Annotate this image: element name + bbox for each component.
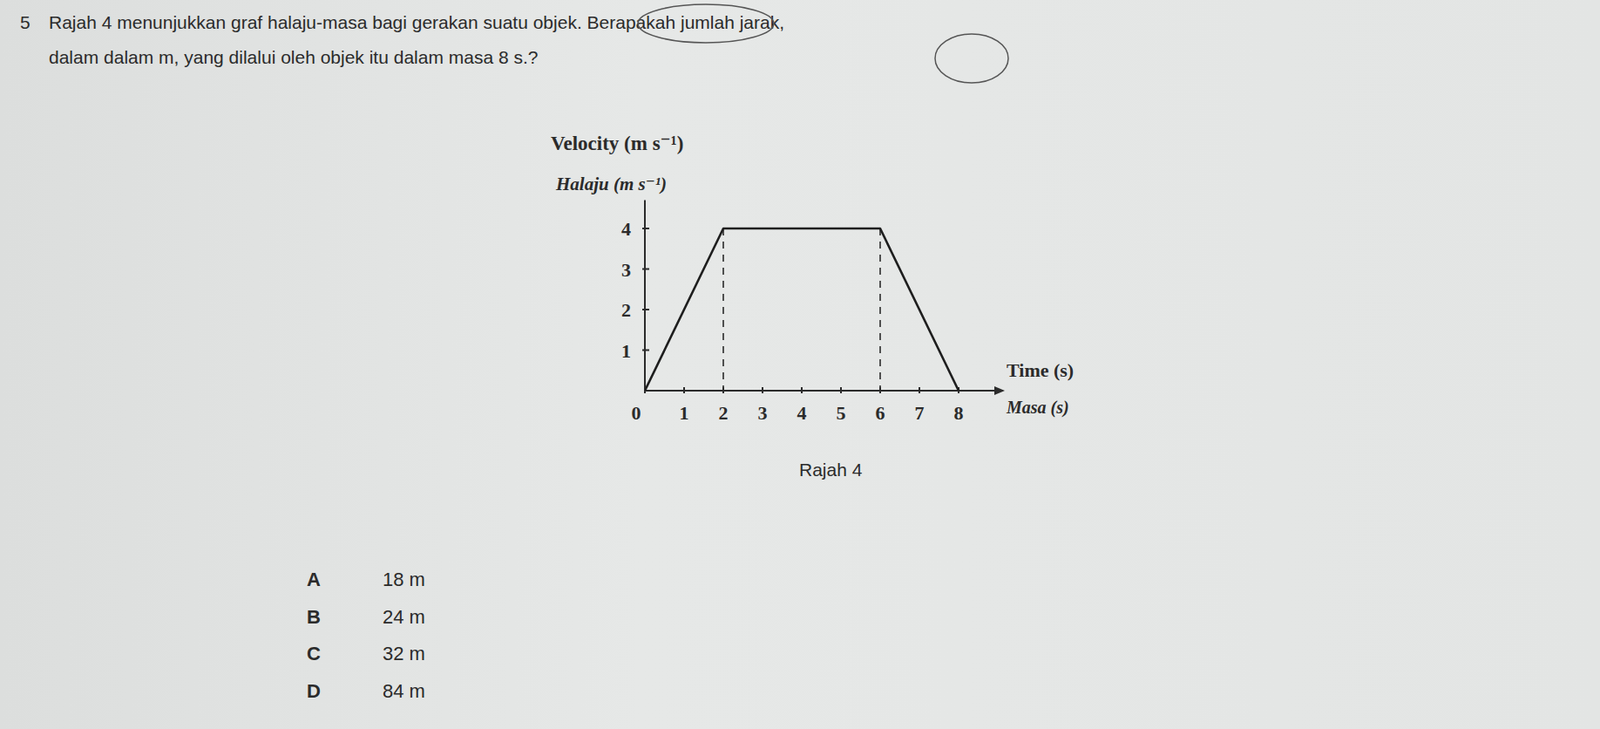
x-tick-label: 0 [631, 401, 642, 424]
y-tick-label: 1 [621, 339, 631, 362]
x-tick-label: 1 [679, 401, 690, 424]
x-tick [918, 386, 921, 394]
y-tick [642, 349, 650, 352]
question-text: Rajah 4 menunjukkan graf halaju-masa bag… [48, 12, 785, 33]
x-tick [683, 386, 685, 394]
x-label-alt: Masa (s) [1005, 397, 1070, 418]
option-text: 84 m [382, 679, 426, 702]
y-tick-label: 3 [621, 258, 631, 281]
option-letter: D [306, 679, 321, 702]
y-tick-label: 4 [621, 217, 631, 240]
option-text: 18 m [382, 568, 426, 590]
y-label: Velocity (m s⁻¹) [550, 132, 684, 155]
option-letter: B [306, 605, 321, 628]
drop-line [879, 228, 882, 391]
chart: 0 1 2 3 4 5 6 7 8 1 2 3 4 Velocity (m s⁻¹) Halaju (m s… [550, 132, 1074, 424]
option-letter: A [306, 568, 321, 590]
question-number: 5 [20, 12, 31, 33]
caption: Rajah 4 [799, 459, 863, 480]
y-tick-label: 2 [621, 298, 631, 321]
x-tick-label: 6 [875, 401, 886, 424]
x-tick-label: 8 [954, 401, 964, 424]
y-tick [642, 308, 650, 311]
velocity-line [644, 228, 959, 391]
x-axis [644, 389, 998, 392]
drop-line [722, 228, 725, 391]
x-tick-label: 7 [915, 401, 925, 424]
x-tick [840, 386, 842, 394]
x-axis-arrow [994, 386, 1005, 395]
y-label-alt: Halaju (m s⁻¹) [555, 173, 667, 195]
y-tick [642, 227, 650, 230]
question-text: dalam dalam m, yang dilalui oleh objek i… [48, 47, 538, 68]
x-tick-label: 2 [718, 401, 729, 424]
option-text: 32 m [382, 642, 426, 665]
x-tick-label: 3 [758, 401, 768, 424]
x-tick [800, 386, 803, 394]
pen-mark [637, 4, 774, 43]
x-tick-label: 5 [836, 401, 847, 424]
x-tick [761, 386, 764, 394]
plot-area [644, 228, 959, 391]
x-tick-label: 4 [797, 401, 807, 424]
option-letter: C [306, 642, 321, 665]
x-label: Time (s) [1006, 359, 1074, 381]
y-tick [642, 268, 650, 271]
page: 5 Rajah 4 menunjukkan graf halaju-masa ba… [0, 0, 1600, 729]
option-text: 24 m [382, 605, 426, 628]
pen-mark [935, 33, 1009, 83]
